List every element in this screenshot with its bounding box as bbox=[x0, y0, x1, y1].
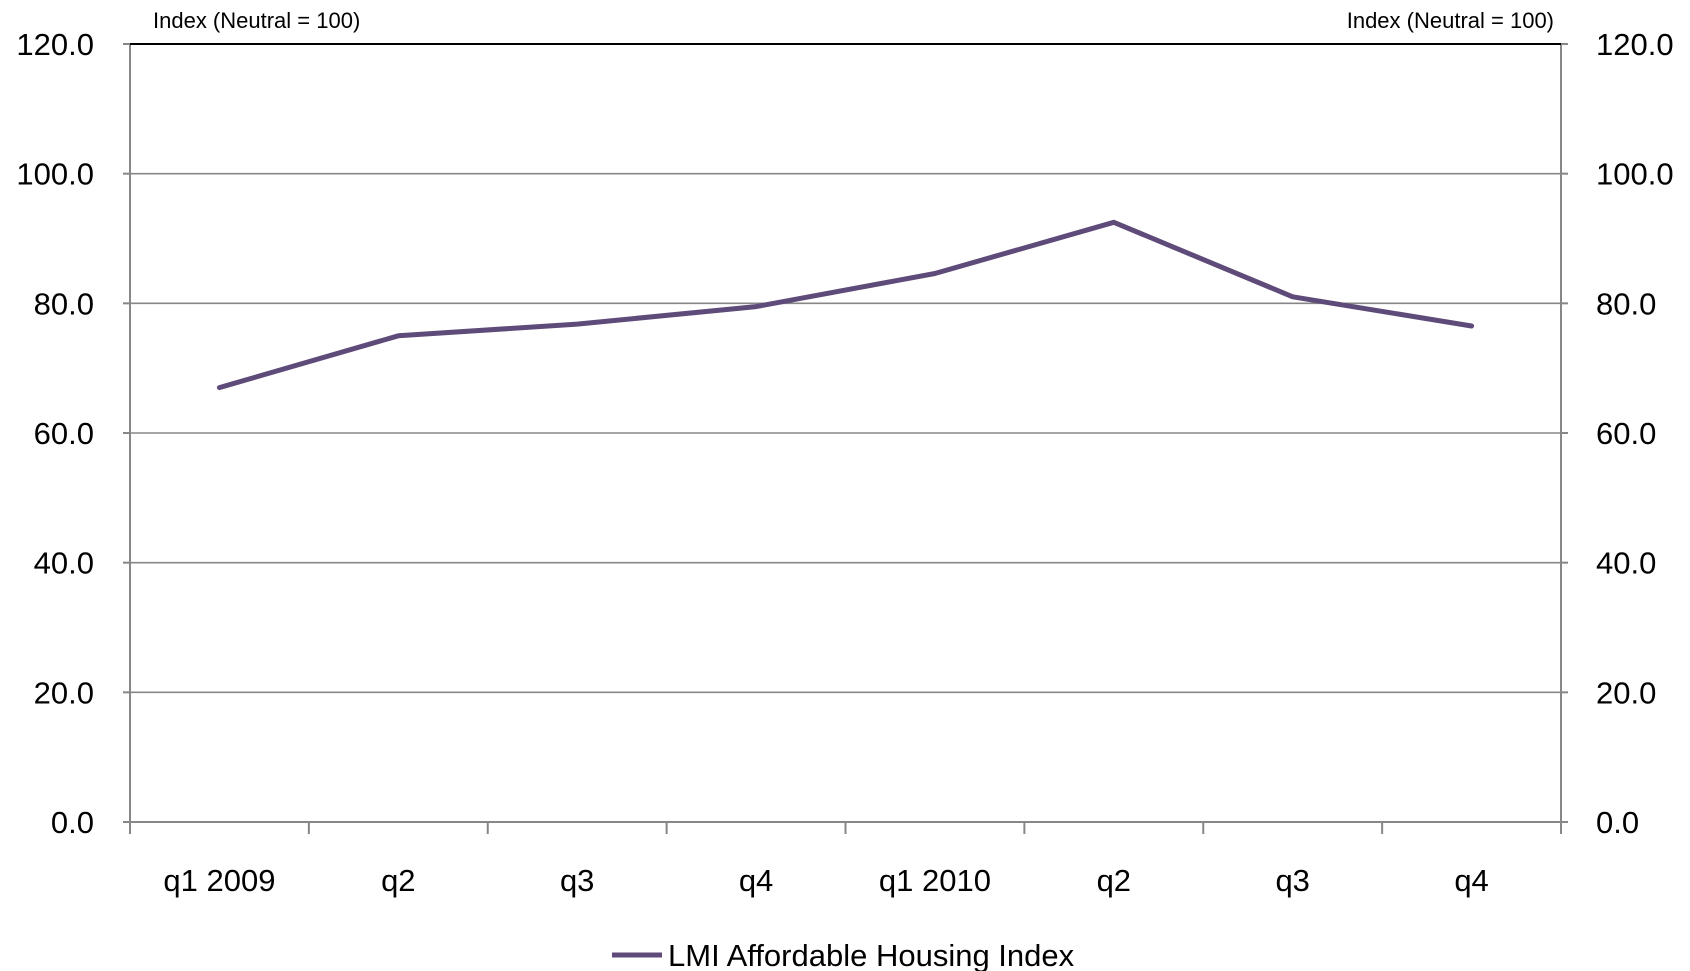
left-y-tick-labels: 0.0 20.0 40.0 60.0 80.0 100.0 120.0 bbox=[16, 27, 94, 840]
x-tick-label: q1 2010 bbox=[879, 863, 991, 898]
y-tick-label-left: 0.0 bbox=[51, 805, 94, 840]
y-tick-label-left: 80.0 bbox=[34, 286, 94, 321]
y-tick-label-right: 0.0 bbox=[1596, 805, 1639, 840]
x-tick-label: q1 2009 bbox=[163, 863, 275, 898]
x-tick-label: q3 bbox=[1275, 863, 1309, 898]
y-tick-label-right: 120.0 bbox=[1596, 27, 1674, 62]
x-tick-labels: q1 2009 q2 q3 q4 q1 2010 q2 q3 q4 bbox=[163, 863, 1488, 898]
series-line bbox=[216, 219, 1475, 391]
x-tick-label: q2 bbox=[381, 863, 415, 898]
x-tick-label: q4 bbox=[1454, 863, 1488, 898]
y-tick-label-right: 80.0 bbox=[1596, 286, 1656, 321]
x-tick-label: q4 bbox=[739, 863, 773, 898]
left-y-axis-title: Index (Neutral = 100) bbox=[153, 8, 360, 33]
y-tick-label-right: 20.0 bbox=[1596, 675, 1656, 710]
y-tick-label-right: 100.0 bbox=[1596, 157, 1674, 192]
series-layer bbox=[216, 219, 1475, 391]
x-tick-label: q2 bbox=[1097, 863, 1131, 898]
y-tick-label-right: 40.0 bbox=[1596, 546, 1656, 581]
y-tick-label-right: 60.0 bbox=[1596, 416, 1656, 451]
y-tick-label-left: 100.0 bbox=[16, 157, 94, 192]
y-tick-label-left: 20.0 bbox=[34, 675, 94, 710]
gridlines bbox=[130, 43, 1561, 694]
legend: LMI Affordable Housing Index bbox=[612, 938, 1075, 971]
right-y-tick-labels: 0.0 20.0 40.0 60.0 80.0 100.0 120.0 bbox=[1596, 27, 1674, 840]
legend-label: LMI Affordable Housing Index bbox=[668, 938, 1075, 971]
y-tick-label-left: 120.0 bbox=[16, 27, 94, 62]
axes bbox=[123, 43, 1568, 834]
y-tick-label-left: 40.0 bbox=[34, 546, 94, 581]
right-y-axis-title: Index (Neutral = 100) bbox=[1347, 8, 1554, 33]
x-tick-label: q3 bbox=[560, 863, 594, 898]
y-tick-label-left: 60.0 bbox=[34, 416, 94, 451]
